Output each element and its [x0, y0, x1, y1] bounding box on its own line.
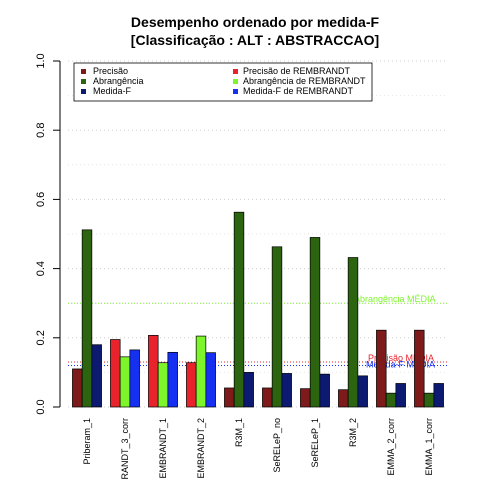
x-tick-label: EMBRANDT_1: [158, 418, 168, 479]
bar: [167, 351, 178, 408]
bar: [309, 237, 321, 408]
x-tick-label: Priberam_1: [82, 418, 92, 465]
bar: [347, 257, 359, 408]
bar: [262, 387, 273, 408]
bar: [319, 373, 330, 408]
bar: [423, 392, 435, 408]
reference-line-label: Precisão MÉDIA: [368, 353, 434, 363]
y-tick-label: 0.4: [35, 261, 47, 276]
legend-entry: Abrangência de REMBRANDT: [243, 76, 366, 86]
legend-swatch: [81, 69, 86, 74]
bar: [195, 335, 207, 408]
reference-line-label: Abrangência MÉDIA: [354, 294, 436, 304]
bar: [148, 335, 159, 408]
bar: [72, 368, 83, 408]
x-tick-label: RANDT_3_corr: [120, 418, 130, 480]
x-tick-label: EMMA_2_corr: [386, 418, 396, 476]
legend-swatch: [81, 79, 86, 84]
legend-swatch: [233, 79, 238, 84]
bar: [414, 329, 425, 408]
legend: Precisão Precisão de REMBRANDTAbrangência…: [73, 62, 373, 102]
bar: [385, 392, 397, 408]
x-axis: Priberam_1 RANDT_3_corr EMBRANDT_1 EMBRANDT…: [82, 418, 434, 480]
legend-swatch: [81, 89, 86, 94]
bar: [186, 362, 197, 408]
bar: [157, 362, 169, 408]
bar: [395, 383, 406, 408]
legend-entry: Precisão: [93, 66, 128, 76]
y-axis: 0.0 0.2 0.4 0.6 0.8 1.0: [35, 53, 61, 415]
y-tick-label: 1.0: [35, 53, 47, 68]
bar: [224, 387, 235, 408]
x-tick-label: SeRELeP_1: [310, 418, 320, 468]
bar: [205, 352, 216, 408]
bar: [129, 349, 140, 408]
chart-subtitle: [Classificação : ALT : ABSTRACCAO]: [131, 32, 379, 48]
x-tick-label: R3M_1: [234, 418, 244, 447]
legend-entry: Medida-F: [93, 86, 132, 96]
y-tick-label: 0.2: [35, 330, 47, 345]
bar: [110, 339, 121, 408]
bar: [281, 373, 292, 408]
bar: [119, 356, 131, 408]
legend-box: [73, 62, 373, 102]
bar: [300, 388, 311, 408]
bar: [357, 375, 368, 408]
y-tick-label: 0.8: [35, 123, 47, 138]
bar: [338, 389, 349, 408]
chart-title: Desempenho ordenado por medida-F: [131, 14, 380, 30]
x-tick-label: EMMA_1_corr: [424, 418, 434, 476]
legend-entry: Medida-F de REMBRANDT: [243, 86, 354, 96]
x-tick-label: EMBRANDT_2: [196, 418, 206, 479]
bar: [271, 246, 283, 408]
bar: [81, 229, 93, 408]
x-tick-label: R3M_2: [348, 418, 358, 447]
legend-entry: Abrangência: [93, 76, 144, 86]
x-tick-label: SeRELeP_no: [272, 418, 282, 473]
bar: [91, 344, 102, 408]
legend-entry: Precisão de REMBRANDT: [243, 66, 351, 76]
bar: [376, 329, 387, 408]
bar: [243, 372, 254, 408]
bar: [233, 211, 245, 408]
y-tick-label: 0.0: [35, 399, 47, 414]
y-tick-label: 0.6: [35, 192, 47, 207]
legend-swatch: [233, 89, 238, 94]
bars: [72, 211, 444, 408]
legend-swatch: [233, 69, 238, 74]
reference-line-label: Medida-F MÉDIA: [366, 359, 435, 369]
bar: [433, 383, 444, 408]
